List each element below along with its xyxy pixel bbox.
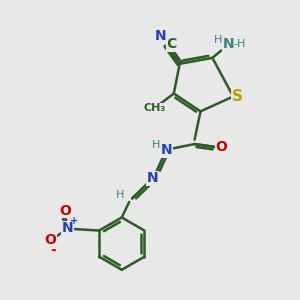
Text: C: C: [167, 38, 177, 52]
Text: +: +: [70, 216, 79, 226]
Text: N: N: [223, 38, 235, 52]
Text: N: N: [155, 29, 167, 43]
Text: O: O: [59, 204, 71, 218]
Text: O: O: [215, 140, 227, 154]
Text: N: N: [62, 221, 74, 236]
Text: H: H: [214, 35, 223, 45]
Text: S: S: [232, 89, 243, 104]
Text: H: H: [152, 140, 160, 150]
Text: CH₃: CH₃: [143, 103, 166, 113]
Text: -: -: [50, 243, 56, 257]
Text: N: N: [160, 143, 172, 157]
Text: N: N: [147, 171, 159, 185]
Text: H: H: [116, 190, 124, 200]
Text: O: O: [44, 233, 56, 248]
Text: -H: -H: [233, 40, 245, 50]
